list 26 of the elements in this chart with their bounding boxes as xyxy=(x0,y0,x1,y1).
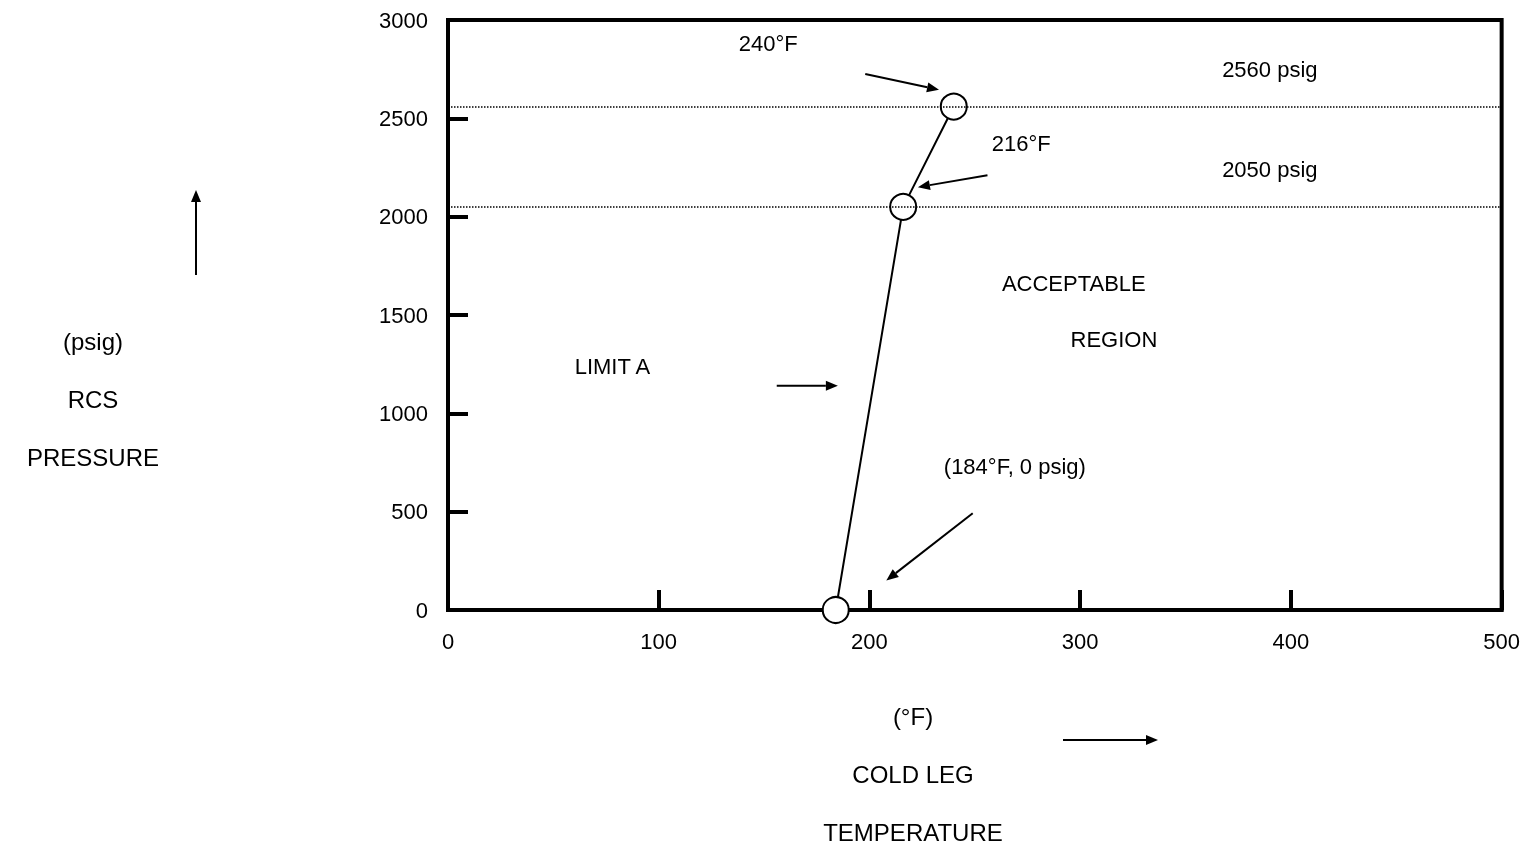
y-tick-label: 1500 xyxy=(379,302,428,328)
y-tick-label: 0 xyxy=(415,597,428,623)
x-tick-label: 0 xyxy=(441,628,455,654)
annotation: 216°F xyxy=(991,130,1051,156)
x-tick-label: 500 xyxy=(1483,628,1521,654)
x-tick-label: 100 xyxy=(640,628,678,654)
y-tick-label: 3000 xyxy=(379,7,428,33)
x-tick-label: 400 xyxy=(1272,628,1310,654)
ref-line-label: 2560 psig xyxy=(1222,56,1318,82)
ref-line-label: 2050 psig xyxy=(1222,156,1318,182)
y-tick-label: 2000 xyxy=(379,204,428,230)
annotation: LIMIT A xyxy=(574,354,651,379)
annotation: REGION xyxy=(1070,327,1158,353)
point xyxy=(939,92,968,121)
point xyxy=(889,192,918,221)
annotation: (184°F, 0 psig) xyxy=(943,454,1086,480)
text: (°F) COLD LEG TEMPERATURE xyxy=(823,703,1003,846)
text: (psig) RCS PRESSURE xyxy=(26,328,160,471)
y-tick-label: 2500 xyxy=(379,105,428,131)
annotation: ACCEPTABLE xyxy=(1001,271,1146,297)
y-tick-label: 500 xyxy=(391,499,428,525)
annotation: 240°F xyxy=(738,31,798,57)
x-tick-label: 300 xyxy=(1061,628,1099,654)
x-tick-label: 200 xyxy=(851,628,888,654)
y-tick-label: 1000 xyxy=(379,400,428,426)
point xyxy=(821,596,850,624)
